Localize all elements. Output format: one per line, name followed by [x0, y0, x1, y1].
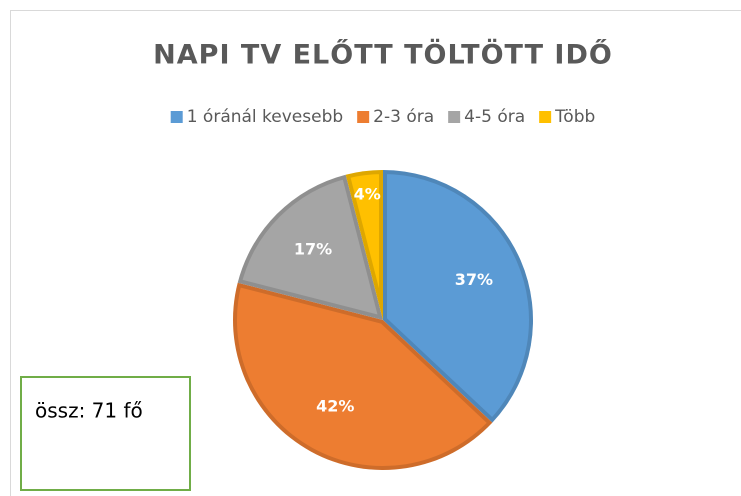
legend-swatch: [448, 111, 461, 123]
pie-slice: [383, 170, 534, 423]
annotation-box: [20, 376, 191, 491]
data-label: 17%: [294, 239, 332, 258]
data-label: 4%: [354, 184, 381, 203]
legend-swatch: [357, 111, 370, 123]
slice-border: [232, 282, 493, 471]
pie-slice: [345, 170, 383, 320]
data-label: 37%: [455, 270, 493, 289]
legend-label: 4-5 óra: [464, 107, 525, 127]
legend-label: Több: [554, 107, 595, 127]
pie-slice: [237, 174, 383, 320]
legend-swatch: [539, 111, 552, 123]
pie: 37% 42% 17% 4%: [232, 170, 534, 471]
slice-border: [383, 170, 534, 423]
chart-title: NAPI TV ELŐTT TÖLTÖTT IDŐ: [153, 38, 613, 71]
pie-slice: [232, 282, 493, 471]
slice-border: [237, 174, 383, 320]
data-label: 42%: [316, 396, 354, 415]
legend-label: 2-3 óra: [373, 107, 434, 127]
legend: 1 óránál kevesebb 2-3 óra 4-5 óra Több: [170, 107, 595, 127]
legend-label: 1 óránál kevesebb: [187, 107, 343, 127]
legend-swatch: [170, 111, 183, 123]
annotation: össz: 71 fő: [35, 399, 143, 423]
